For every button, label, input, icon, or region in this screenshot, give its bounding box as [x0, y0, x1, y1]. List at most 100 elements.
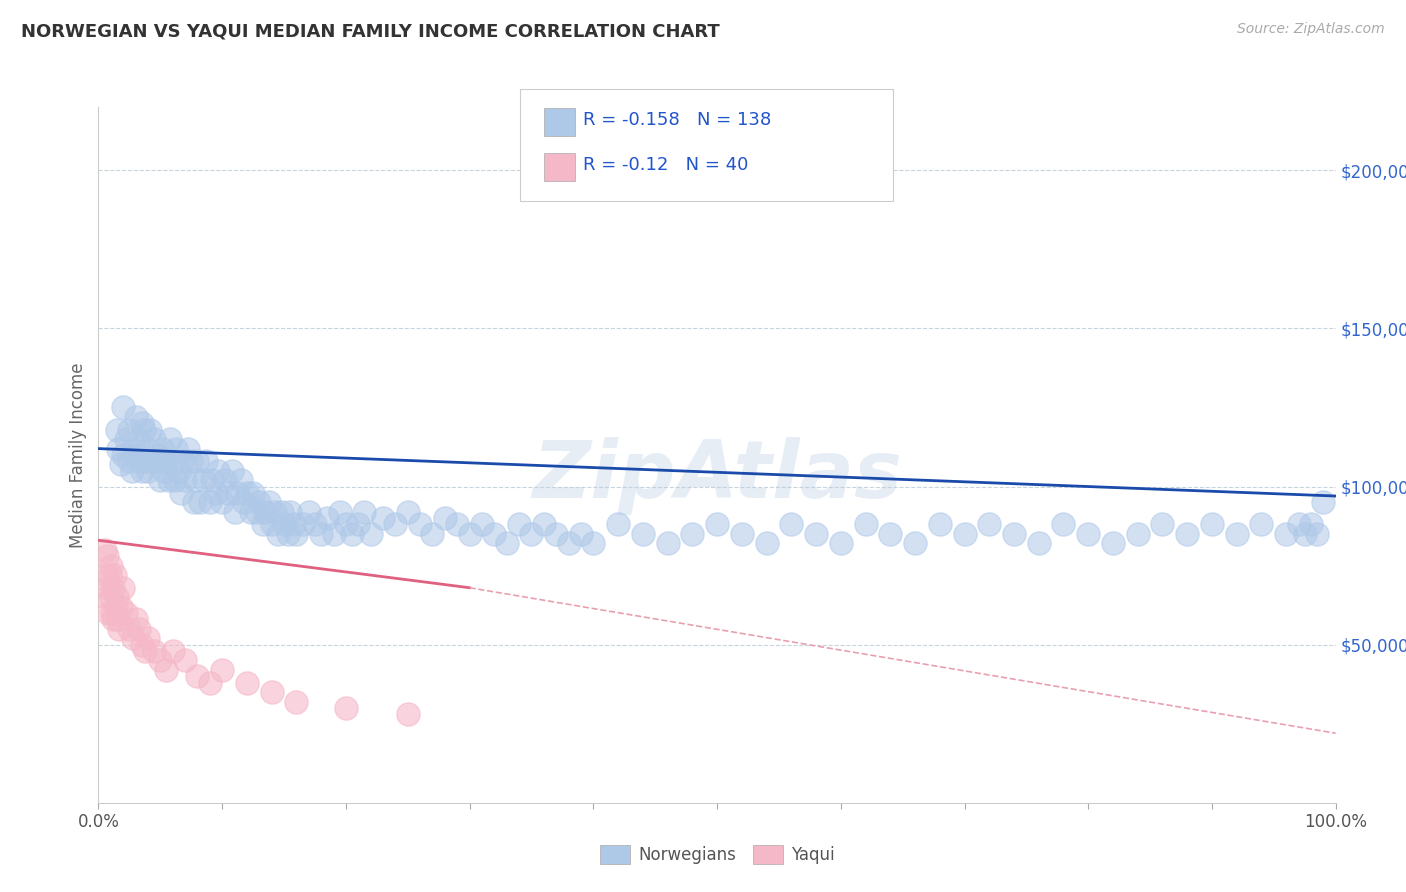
Point [1275, 527, 1298, 541]
Point [278, 505, 301, 519]
Point [631, 527, 654, 541]
Point [607, 517, 630, 532]
Text: ZipAtlas: ZipAtlas [531, 437, 903, 515]
Point [928, 517, 950, 532]
Point [107, 612, 129, 626]
Point [112, 401, 135, 415]
Point [285, 695, 308, 709]
Point [264, 505, 287, 519]
Point [174, 653, 197, 667]
Point [260, 685, 283, 699]
Point [172, 454, 194, 468]
Point [180, 454, 202, 468]
Point [329, 505, 352, 519]
Point [533, 517, 555, 532]
Text: R = -0.12   N = 40: R = -0.12 N = 40 [583, 156, 749, 174]
Point [384, 517, 406, 532]
Point [1312, 495, 1334, 509]
Point [136, 632, 159, 646]
Point [1294, 527, 1316, 541]
Point [118, 622, 141, 636]
Point [233, 495, 256, 509]
Point [257, 495, 280, 509]
Point [174, 473, 197, 487]
Point [188, 495, 211, 509]
Point [114, 432, 136, 446]
Point [1288, 517, 1310, 532]
Point [335, 701, 357, 715]
Point [484, 527, 506, 541]
Point [176, 442, 198, 456]
Point [254, 505, 277, 519]
Point [124, 448, 146, 462]
Point [422, 527, 444, 541]
Point [157, 473, 180, 487]
Point [112, 581, 135, 595]
Point [105, 591, 128, 605]
Point [557, 536, 579, 550]
Point [804, 527, 827, 541]
Point [217, 486, 239, 500]
Point [706, 517, 728, 532]
Point [149, 653, 172, 667]
Point [855, 517, 877, 532]
Point [304, 517, 326, 532]
Point [97, 606, 120, 620]
Point [167, 464, 190, 478]
Point [98, 568, 121, 582]
Point [193, 473, 215, 487]
Point [879, 527, 901, 541]
Point [184, 473, 207, 487]
Point [105, 423, 128, 437]
Point [118, 454, 141, 468]
Point [186, 669, 208, 683]
Point [103, 581, 125, 595]
Point [118, 423, 141, 437]
Point [520, 527, 543, 541]
Point [316, 511, 339, 525]
Point [1126, 527, 1149, 541]
Point [136, 442, 159, 456]
Point [155, 663, 177, 677]
Point [145, 448, 167, 462]
Point [159, 432, 181, 446]
Point [1102, 536, 1125, 550]
Point [569, 527, 592, 541]
Point [471, 517, 494, 532]
Point [267, 527, 290, 541]
Point [128, 432, 150, 446]
Point [152, 442, 174, 456]
Point [681, 527, 703, 541]
Point [221, 464, 243, 478]
Point [93, 542, 115, 557]
Point [239, 505, 262, 519]
Point [108, 622, 131, 636]
Point [211, 663, 233, 677]
Point [131, 464, 153, 478]
Point [103, 612, 125, 626]
Point [183, 495, 205, 509]
Point [409, 517, 432, 532]
Point [165, 442, 187, 456]
Point [335, 517, 357, 532]
Point [446, 517, 468, 532]
Point [131, 638, 153, 652]
Point [1175, 527, 1198, 541]
Point [546, 527, 568, 541]
Point [128, 622, 150, 636]
Point [134, 454, 156, 468]
Point [162, 454, 184, 468]
Point [340, 527, 363, 541]
Point [211, 495, 233, 509]
Point [143, 432, 166, 446]
Point [198, 495, 221, 509]
Point [270, 505, 292, 519]
Point [242, 486, 264, 500]
Point [139, 423, 162, 437]
Point [122, 632, 145, 646]
Point [155, 454, 177, 468]
Text: NORWEGIAN VS YAQUI MEDIAN FAMILY INCOME CORRELATION CHART: NORWEGIAN VS YAQUI MEDIAN FAMILY INCOME … [21, 22, 720, 40]
Point [110, 599, 132, 614]
Point [124, 409, 146, 424]
Point [224, 505, 246, 519]
